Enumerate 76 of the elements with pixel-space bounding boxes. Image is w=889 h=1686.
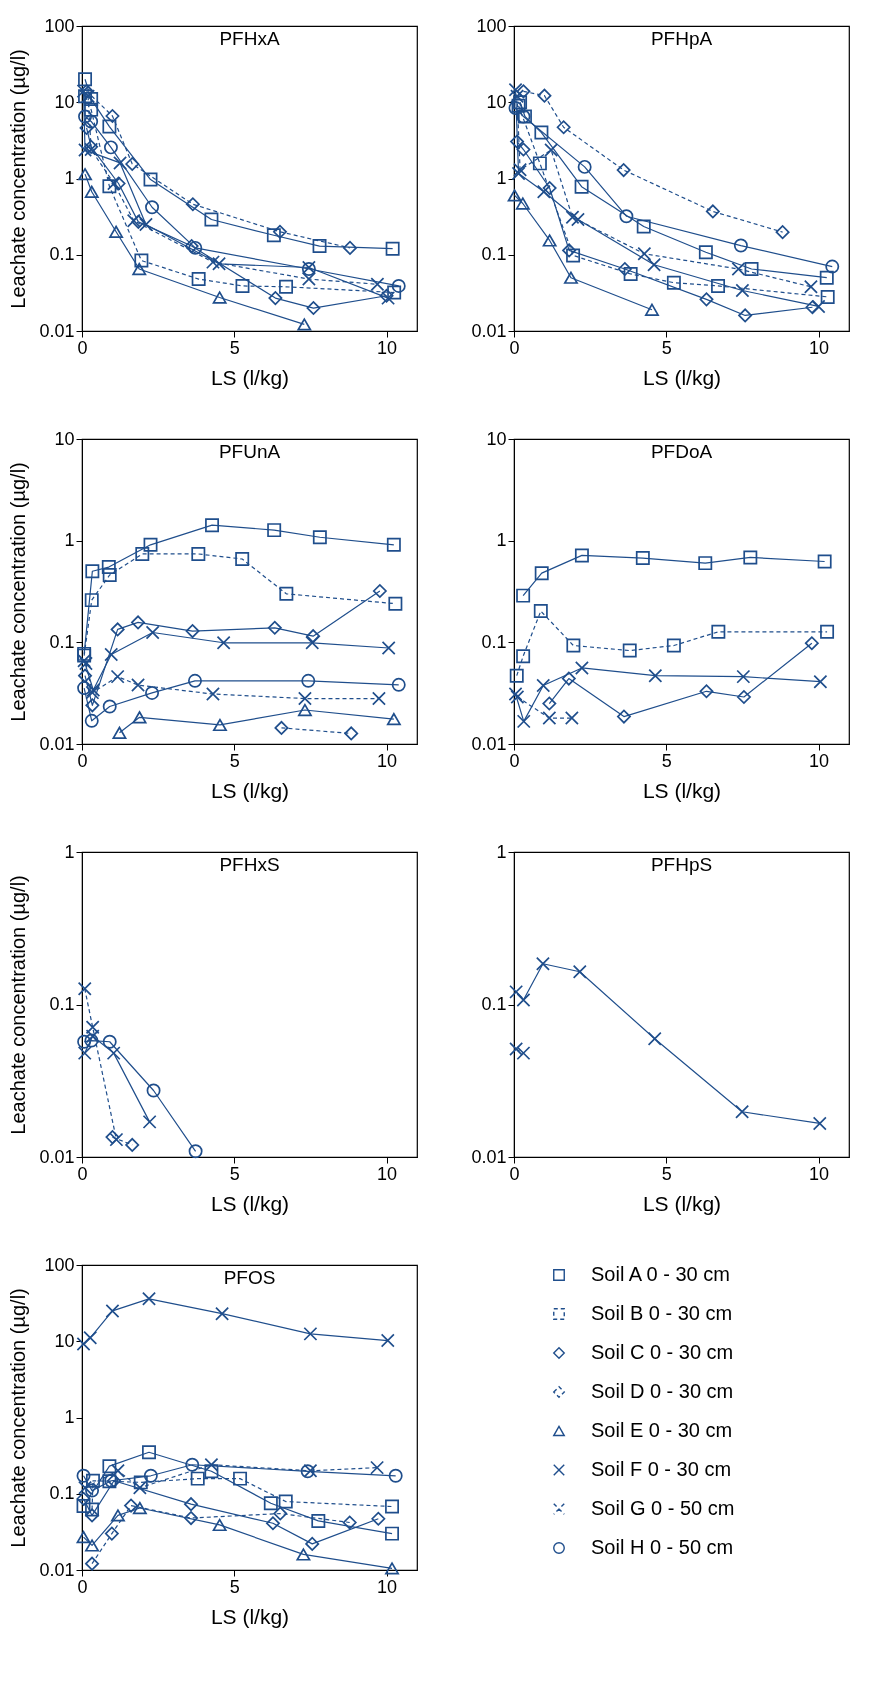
y-axis-title: Leachate concentration (µg/l) — [7, 462, 30, 722]
chart-title: PFHpS — [650, 854, 713, 875]
chart-title: PFHxA — [219, 28, 280, 49]
legend-label: Soil H 0 - 50 cm — [591, 1536, 734, 1558]
x-tick-label: 10 — [377, 750, 398, 771]
y-tick-label: 1 — [64, 841, 75, 862]
x-axis-title: LS (l/kg) — [642, 1191, 722, 1215]
x-axis-title: LS (l/kg) — [210, 1191, 290, 1215]
y-tick-label: 0.1 — [49, 244, 75, 265]
x-tick-label: 5 — [229, 1576, 240, 1597]
x-axis-title: LS (l/kg) — [210, 365, 290, 389]
chart-title: PFOS — [223, 1267, 276, 1288]
y-tick-label: 1 — [496, 841, 507, 862]
legend-label: Soil B 0 - 30 cm — [591, 1302, 733, 1324]
y-axis-title: Leachate concentration (µg/l) — [7, 49, 30, 309]
chart-title: PFHxS — [219, 854, 280, 875]
y-tick-label: 0.01 — [471, 733, 507, 754]
y-tick-label: 1 — [496, 168, 507, 188]
x-tick-label: 5 — [661, 750, 672, 771]
y-tick-label: 1 — [64, 168, 75, 188]
x-tick-label: 5 — [229, 750, 240, 771]
y-tick-label: 10 — [486, 91, 507, 112]
x-tick-label: 5 — [661, 1163, 672, 1184]
x-tick-label: 0 — [77, 750, 88, 771]
y-tick-label: 0.01 — [39, 1559, 75, 1580]
x-tick-label: 0 — [77, 337, 88, 358]
x-tick-label: 10 — [809, 750, 830, 771]
y-tick-label: 1 — [64, 1407, 75, 1427]
x-tick-label: 10 — [377, 1163, 398, 1184]
chart-title: PFHpA — [650, 28, 713, 49]
x-tick-label: 0 — [509, 1163, 520, 1184]
x-tick-label: 5 — [229, 1163, 240, 1184]
y-tick-label: 0.01 — [471, 320, 507, 341]
x-tick-label: 0 — [509, 337, 520, 358]
legend-label: Soil D 0 - 30 cm — [591, 1380, 734, 1402]
chart-title: PFDoA — [650, 441, 713, 462]
x-tick-label: 10 — [809, 337, 830, 358]
legend-label: Soil E 0 - 30 cm — [591, 1419, 733, 1441]
y-tick-label: 1 — [496, 530, 507, 551]
x-axis-title: LS (l/kg) — [642, 365, 722, 389]
y-tick-label: 0.01 — [471, 1146, 507, 1167]
legend-label: Soil A 0 - 30 cm — [591, 1263, 730, 1285]
y-tick-label: 10 — [486, 428, 507, 449]
y-tick-label: 10 — [54, 428, 75, 449]
x-axis-title: LS (l/kg) — [210, 1604, 290, 1628]
x-tick-label: 0 — [509, 750, 520, 771]
y-tick-label: 0.1 — [49, 1483, 75, 1504]
x-tick-label: 0 — [77, 1163, 88, 1184]
x-tick-label: 0 — [77, 1576, 88, 1597]
legend-label: Soil C 0 - 30 cm — [591, 1341, 734, 1363]
x-tick-label: 10 — [377, 1576, 398, 1597]
y-tick-label: 0.1 — [481, 244, 507, 265]
legend-label: Soil F 0 - 30 cm — [591, 1458, 732, 1480]
y-tick-label: 100 — [44, 15, 75, 36]
y-axis-title: Leachate concentration (µg/l) — [7, 1288, 30, 1548]
y-tick-label: 100 — [44, 1254, 75, 1275]
y-tick-label: 10 — [54, 91, 75, 112]
y-tick-label: 0.01 — [39, 1146, 75, 1167]
y-tick-label: 1 — [64, 530, 75, 551]
legend-label: Soil G 0 - 50 cm — [591, 1497, 735, 1519]
y-tick-label: 0.01 — [39, 320, 75, 341]
x-tick-label: 5 — [661, 337, 672, 358]
y-tick-label: 0.01 — [39, 733, 75, 754]
x-axis-title: LS (l/kg) — [642, 778, 722, 802]
x-axis-title: LS (l/kg) — [210, 778, 290, 802]
y-tick-label: 0.1 — [481, 994, 507, 1014]
y-axis-title: Leachate concentration (µg/l) — [7, 875, 30, 1135]
x-tick-label: 10 — [809, 1163, 830, 1184]
y-tick-label: 10 — [54, 1330, 75, 1351]
chart-title: PFUnA — [218, 441, 281, 462]
x-tick-label: 10 — [377, 337, 398, 358]
y-tick-label: 0.1 — [49, 631, 75, 652]
y-tick-label: 0.1 — [49, 994, 75, 1014]
x-tick-label: 5 — [229, 337, 240, 358]
y-tick-label: 100 — [476, 15, 507, 36]
y-tick-label: 0.1 — [481, 631, 507, 652]
